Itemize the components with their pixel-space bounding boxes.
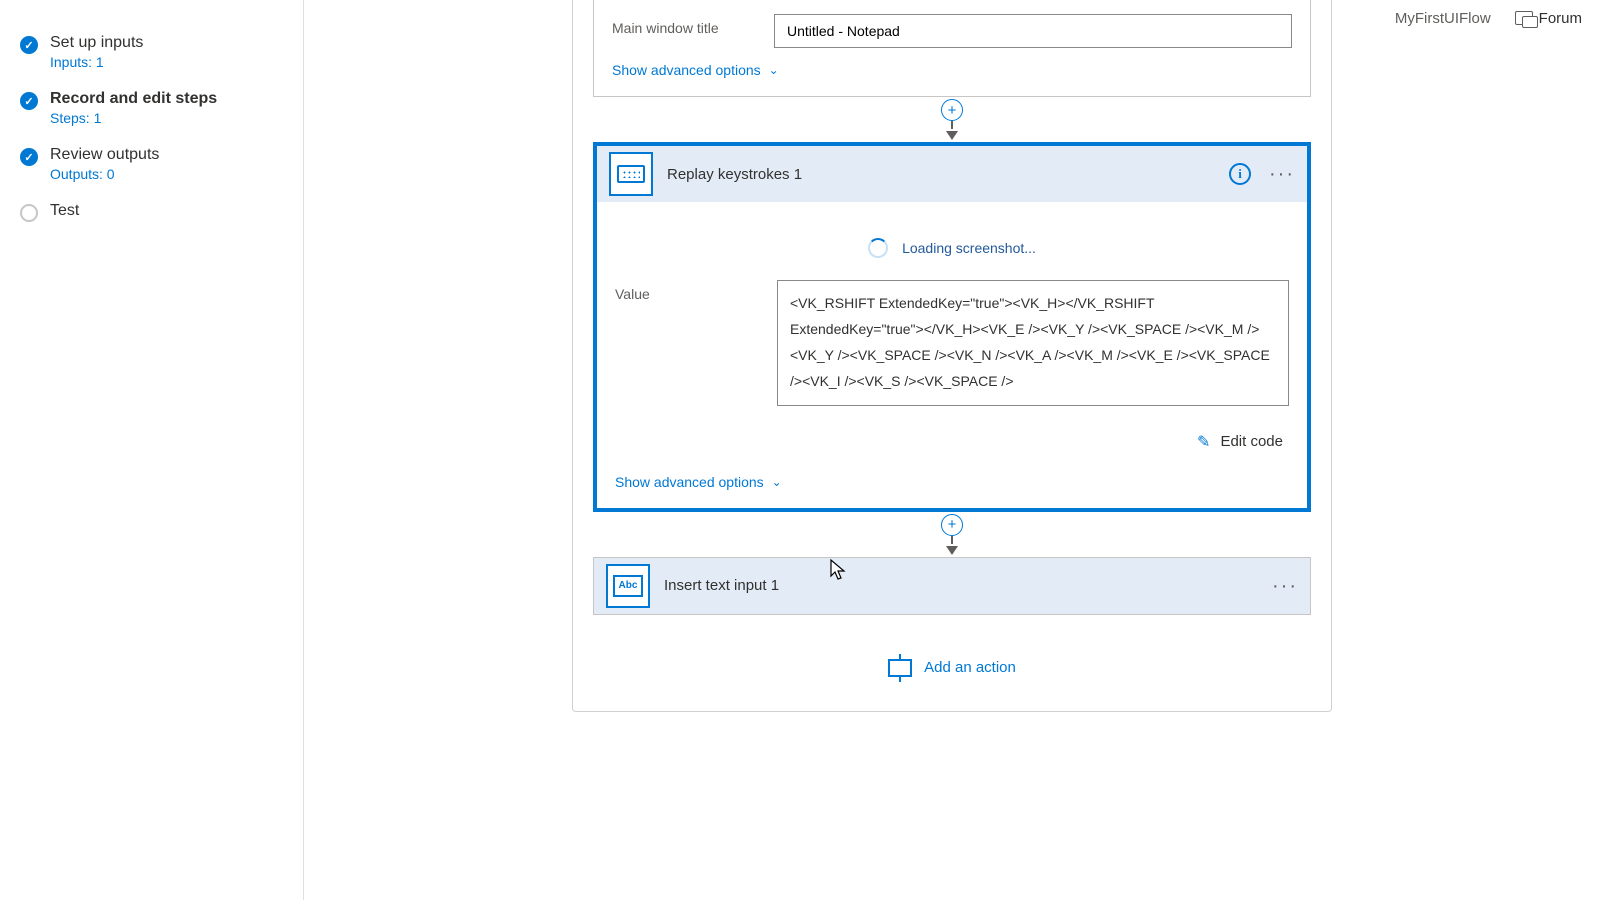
empty-circle-icon [20,204,38,222]
value-textarea[interactable]: <VK_RSHIFT ExtendedKey="true"><VK_H></VK… [777,280,1289,406]
check-icon [20,36,38,54]
arrow-down-icon [946,546,958,555]
info-icon[interactable]: i [1229,163,1251,185]
main-window-card: Main window title Show advanced options … [593,0,1311,97]
value-field: Value <VK_RSHIFT ExtendedKey="true"><VK_… [615,280,1289,406]
more-menu-button[interactable]: ··· [1269,164,1295,184]
step-title: Record and edit steps [50,90,217,108]
step-title: Test [50,202,79,220]
card-header[interactable]: Replay keystrokes 1 i ··· [597,146,1307,202]
insert-text-input-card[interactable]: Abc Insert text input 1 ··· [593,557,1311,615]
more-menu-button[interactable]: ··· [1272,576,1298,596]
add-step-button[interactable]: + [941,99,963,121]
sidebar-step-inputs[interactable]: Set up inputs Inputs: 1 [12,24,291,80]
keyboard-icon [609,152,653,196]
field-label: Value [615,280,765,302]
spinner-icon [868,238,888,258]
sidebar-step-test[interactable]: Test [12,192,291,232]
sidebar-step-record[interactable]: Record and edit steps Steps: 1 [12,80,291,136]
link-label: Show advanced options [612,62,761,78]
sidebar: Set up inputs Inputs: 1 Record and edit … [0,0,304,900]
canvas: Main window title Show advanced options … [304,0,1600,900]
step-subtitle: Steps: 1 [50,110,217,126]
card-title: Insert text input 1 [664,577,1258,594]
add-step-button[interactable]: + [941,514,963,536]
main-window-title-field: Main window title [612,14,1292,48]
replay-keystrokes-card[interactable]: Replay keystrokes 1 i ··· Loading screen… [593,142,1311,512]
chevron-down-icon: ⌄ [772,475,782,489]
connector: + [593,512,1311,557]
edit-code-button[interactable]: ✎ Edit code [615,420,1289,474]
arrow-stem [951,536,953,544]
link-label: Show advanced options [615,474,764,490]
show-advanced-options-link[interactable]: Show advanced options ⌄ [612,62,779,78]
loading-label: Loading screenshot... [902,240,1036,256]
sidebar-step-outputs[interactable]: Review outputs Outputs: 0 [12,136,291,192]
check-icon [20,92,38,110]
add-action-icon [888,659,912,677]
connector: + [593,97,1311,142]
main-window-title-input[interactable] [774,14,1292,48]
arrow-stem [951,121,953,129]
step-subtitle: Inputs: 1 [50,54,143,70]
card-title: Replay keystrokes 1 [667,166,1215,183]
pencil-icon: ✎ [1197,432,1210,452]
edit-code-label: Edit code [1220,433,1283,450]
outer-panel: Main window title Show advanced options … [572,0,1332,712]
loading-screenshot-row: Loading screenshot... [615,216,1289,280]
step-title: Review outputs [50,146,159,164]
arrow-down-icon [946,131,958,140]
abc-icon: Abc [606,564,650,608]
flow-column: Main window title Show advanced options … [572,0,1332,900]
chevron-down-icon: ⌄ [769,63,779,77]
step-subtitle: Outputs: 0 [50,166,159,182]
show-advanced-options-link[interactable]: Show advanced options ⌄ [615,474,782,490]
step-title: Set up inputs [50,34,143,52]
check-icon [20,148,38,166]
field-label: Main window title [612,14,762,36]
add-action-label: Add an action [924,659,1016,676]
add-action-button[interactable]: Add an action [593,615,1311,687]
